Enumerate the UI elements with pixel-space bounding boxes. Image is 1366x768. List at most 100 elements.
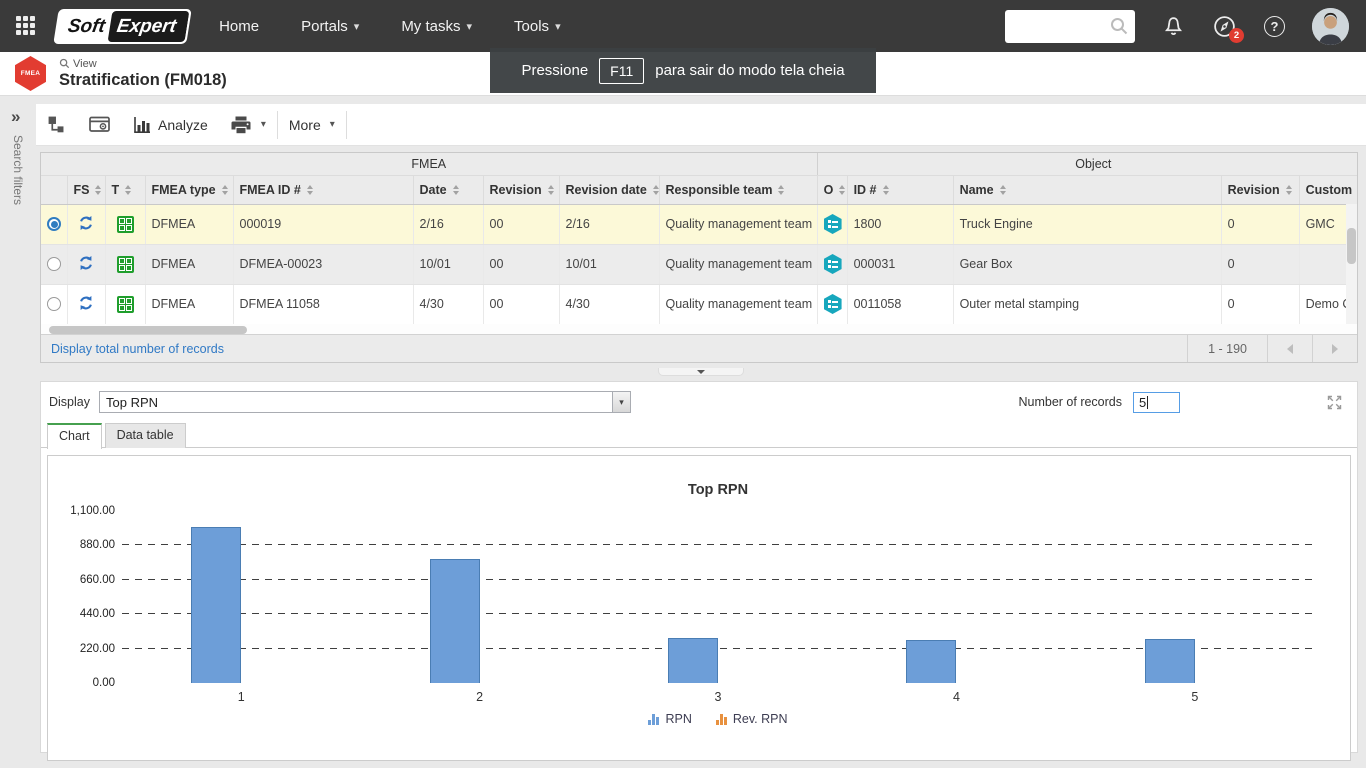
sort-icon[interactable] — [222, 185, 228, 195]
column-header-label: FMEA type — [152, 183, 216, 197]
chevron-down-icon: ▾ — [619, 397, 624, 408]
user-avatar[interactable] — [1312, 8, 1349, 45]
next-page-button[interactable] — [1312, 335, 1357, 362]
menu-item-tools[interactable]: Tools▾ — [514, 18, 561, 35]
chart-category-slot: 2 — [360, 511, 598, 683]
menu-item-label: Home — [219, 18, 259, 35]
sort-icon[interactable] — [307, 185, 313, 195]
column-header-label: Revision date — [566, 183, 647, 197]
vertical-scrollbar-thumb[interactable] — [1347, 228, 1356, 264]
display-total-records-link[interactable]: Display total number of records — [51, 342, 224, 356]
fmea-app-icon-label: FMEA — [21, 70, 41, 77]
sort-icon[interactable] — [125, 185, 131, 195]
sort-icon[interactable] — [453, 185, 459, 195]
menu-item-portals[interactable]: Portals▾ — [301, 18, 359, 35]
tab-data-table[interactable]: Data table — [105, 423, 186, 448]
analyze-button[interactable]: Analyze — [122, 104, 219, 145]
sort-icon[interactable] — [548, 185, 554, 195]
column-header-name[interactable]: Name — [953, 175, 1221, 204]
display-select[interactable]: Top RPN ▾ — [99, 391, 631, 413]
linked-structure-icon[interactable] — [78, 255, 94, 271]
column-header-custom[interactable]: Custom — [1299, 175, 1358, 204]
linked-structure-icon[interactable] — [78, 215, 94, 231]
row-radio-button[interactable] — [47, 217, 61, 231]
column-header-date[interactable]: Date — [413, 175, 483, 204]
structure-tree-button[interactable] — [36, 104, 77, 145]
cell-fmea_type: DFMEA — [145, 204, 233, 244]
fmea-matrix-icon[interactable] — [117, 296, 134, 313]
column-header-label: T — [112, 183, 120, 197]
column-header-revision[interactable]: Revision — [1221, 175, 1299, 204]
cell-obj_id: 000031 — [847, 244, 953, 284]
sort-icon[interactable] — [95, 185, 101, 195]
table-row[interactable]: DFMEA0000192/16002/16Quality management … — [41, 204, 1358, 244]
fmea-matrix-icon[interactable] — [117, 216, 134, 233]
global-search[interactable] — [1005, 10, 1135, 43]
column-header-id[interactable]: ID # — [847, 175, 953, 204]
chart-category-slot: 4 — [837, 511, 1075, 683]
row-radio-button[interactable] — [47, 297, 61, 311]
x-axis-category-label: 4 — [837, 690, 1075, 704]
tree-icon — [47, 115, 66, 134]
cell-team: Quality management team — [659, 284, 817, 324]
cell-t — [105, 284, 145, 324]
column-header-responsible-team[interactable]: Responsible team — [659, 175, 817, 204]
pending-tasks-icon[interactable]: 2 — [1212, 14, 1237, 39]
column-header-o[interactable]: O — [817, 175, 847, 204]
cell-name: Outer metal stamping — [953, 284, 1221, 324]
cell-revision_date: 4/30 — [559, 284, 659, 324]
table-row[interactable]: DFMEADFMEA 110584/30004/30Quality manage… — [41, 284, 1358, 324]
row-radio-button[interactable] — [47, 257, 61, 271]
search-input[interactable] — [1013, 19, 1113, 34]
select-dropdown-button[interactable]: ▾ — [612, 392, 630, 412]
softexpert-logo[interactable]: Soft Expert — [53, 9, 192, 44]
expand-filters-icon[interactable]: » — [11, 108, 36, 125]
more-button[interactable]: More ▾ — [278, 104, 346, 145]
cell-team: Quality management team — [659, 204, 817, 244]
object-structure-icon[interactable] — [824, 294, 842, 314]
legend-item-rpn[interactable]: RPN — [648, 712, 691, 726]
sort-icon[interactable] — [1000, 185, 1006, 195]
search-filters-label[interactable]: Search filters — [11, 135, 25, 205]
tab-chart[interactable]: Chart — [47, 423, 102, 449]
column-header-t[interactable]: T — [105, 175, 145, 204]
number-of-records-input[interactable]: 5 — [1133, 392, 1180, 413]
notifications-bell-icon[interactable] — [1162, 15, 1185, 38]
splitter-collapse-handle[interactable] — [658, 368, 744, 376]
help-icon[interactable]: ? — [1264, 16, 1285, 37]
view-record-button[interactable] — [77, 104, 122, 145]
column-header-revision[interactable]: Revision — [483, 175, 559, 204]
fmea-matrix-icon[interactable] — [117, 256, 134, 273]
print-dropdown-caret-icon[interactable]: ▾ — [261, 119, 266, 130]
next-arrow-icon — [1332, 344, 1338, 354]
table-row[interactable]: DFMEADFMEA-0002310/010010/01Quality mana… — [41, 244, 1358, 284]
fmea-app-icon: FMEA — [15, 56, 46, 91]
linked-structure-icon[interactable] — [78, 295, 94, 311]
expand-panel-button[interactable] — [1326, 394, 1343, 411]
display-select-value: Top RPN — [100, 395, 158, 410]
horizontal-scrollbar-thumb[interactable] — [49, 326, 247, 334]
previous-page-button[interactable] — [1267, 335, 1312, 362]
legend-item-rev-rpn[interactable]: Rev. RPN — [716, 712, 788, 726]
toolbar: Analyze ▾ More ▾ — [36, 104, 1366, 146]
sort-icon[interactable] — [778, 185, 784, 195]
column-header-fs[interactable]: FS — [67, 175, 105, 204]
object-structure-icon[interactable] — [824, 254, 842, 274]
column-header-fmea-id[interactable]: FMEA ID # — [233, 175, 413, 204]
display-label: Display — [49, 395, 90, 409]
vertical-scrollbar[interactable] — [1346, 204, 1357, 324]
column-header-revision-date[interactable]: Revision date — [559, 175, 659, 204]
toolbar-separator — [346, 111, 347, 139]
column-header-fmea-type[interactable]: FMEA type — [145, 175, 233, 204]
sort-icon[interactable] — [883, 185, 889, 195]
app-grid-icon[interactable] — [16, 16, 36, 36]
sort-icon[interactable] — [1286, 185, 1292, 195]
sort-icon[interactable] — [839, 185, 845, 195]
object-structure-icon[interactable] — [824, 214, 842, 234]
logo-expert: Expert — [107, 11, 189, 42]
menu-item-my-tasks[interactable]: My tasks▾ — [401, 18, 472, 35]
cell-t — [105, 244, 145, 284]
sort-icon[interactable] — [653, 185, 659, 195]
print-button[interactable]: ▾ — [219, 104, 277, 145]
menu-item-home[interactable]: Home — [219, 18, 259, 35]
